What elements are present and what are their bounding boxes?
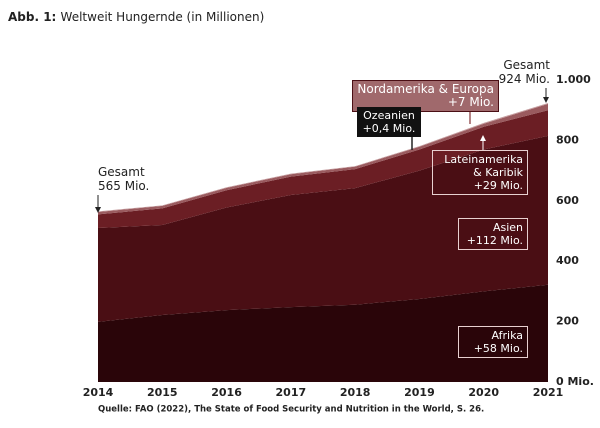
x-tick-label: 2021 <box>533 386 564 399</box>
series-name: Nordamerika & Europa <box>357 82 494 96</box>
area <box>98 110 548 228</box>
x-tick-label: 2019 <box>404 386 435 399</box>
areas <box>98 102 548 382</box>
total-line: 565 Mio. <box>98 179 150 193</box>
series-change: +7 Mio. <box>447 95 494 109</box>
x-tick-label: 2020 <box>468 386 499 399</box>
series-change: +58 Mio. <box>473 342 523 355</box>
x-tick-label: 2015 <box>147 386 178 399</box>
series-name: Lateinamerika & Karibik <box>444 153 523 179</box>
series-change: +29 Mio. <box>473 179 523 192</box>
y-tick-label: 0 Mio. <box>556 375 594 388</box>
area <box>98 284 548 382</box>
label-ozeanien: Ozeanien +0,4 Mio. <box>357 107 421 137</box>
y-tick-label: 400 <box>556 254 579 267</box>
y-tick-label: 600 <box>556 194 579 207</box>
y-tick-label: 800 <box>556 133 579 146</box>
label-afrika: Afrika +58 Mio. <box>458 326 528 358</box>
area <box>98 135 548 322</box>
label-nae: Nordamerika & Europa +7 Mio. <box>352 80 499 112</box>
series-change: +112 Mio. <box>466 234 523 247</box>
total-line: Gesamt <box>98 165 145 179</box>
title-text: Weltweit Hungernde (in Millionen) <box>61 10 265 24</box>
y-tick-label: 1.000 <box>556 73 591 86</box>
x-tick-label: 2018 <box>340 386 371 399</box>
title: Abb. 1: Weltweit Hungernde (in Millionen… <box>8 10 264 24</box>
y-tick-label: 200 <box>556 315 579 328</box>
series-name: Asien <box>492 221 523 234</box>
source: Quelle: FAO (2022), The State of Food Se… <box>98 405 484 415</box>
label-asien: Asien +112 Mio. <box>458 218 528 250</box>
series-name: Afrika <box>491 329 523 342</box>
x-tick-label: 2016 <box>211 386 242 399</box>
series-change: +0,4 Mio. <box>362 122 416 135</box>
x-tick-label: 2017 <box>276 386 307 399</box>
x-tick-label: 2014 <box>83 386 114 399</box>
total-start: Gesamt 565 Mio. <box>98 165 149 193</box>
series-name: Ozeanien <box>363 109 415 122</box>
total-line: Gesamt <box>503 58 550 72</box>
figure-label: Abb. 1: <box>8 10 56 24</box>
label-lateinamerika: Lateinamerika & Karibik +29 Mio. <box>432 150 528 195</box>
total-line: 924 Mio. <box>498 72 550 86</box>
total-end: Gesamt 924 Mio. <box>499 58 550 86</box>
